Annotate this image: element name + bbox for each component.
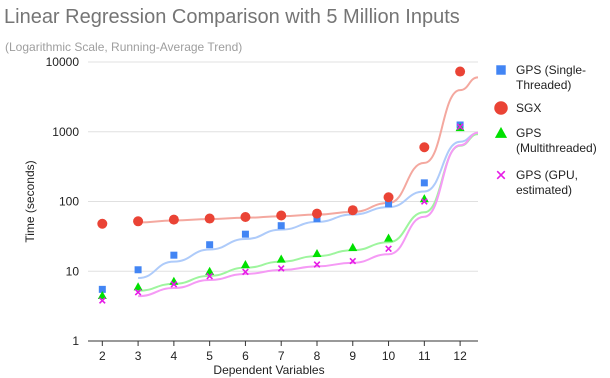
data-point (240, 259, 250, 269)
data-point (97, 218, 108, 229)
data-point (276, 254, 286, 263)
legend-label: GPS (Single- (516, 63, 586, 77)
x-tick-label: 12 (453, 349, 467, 363)
data-point (277, 222, 285, 230)
data-point (347, 205, 358, 216)
data-point (385, 245, 392, 253)
data-points (97, 66, 466, 304)
trend-line (138, 76, 479, 224)
data-point (420, 198, 428, 205)
legend-label: GPS (GPU, (516, 168, 578, 182)
data-point (419, 142, 430, 153)
y-tick-label: 10 (66, 264, 80, 278)
trend-lines (138, 76, 479, 298)
data-point (134, 288, 142, 296)
y-tick-label: 10000 (46, 55, 80, 69)
legend-marker (494, 101, 508, 115)
grid-lines (88, 61, 478, 272)
data-point (241, 230, 249, 238)
data-point (204, 213, 215, 224)
tick-labels: 1 10 100 1000 10000 2 3 4 5 6 7 8 9 10 11 12 (46, 55, 467, 363)
data-point (383, 192, 394, 203)
data-point (133, 216, 144, 227)
data-point (133, 282, 143, 291)
data-point (97, 290, 107, 300)
data-point (385, 200, 393, 208)
legend: GPS (Single-Threaded) SGX GPS(Multithreade… (494, 63, 597, 197)
x-axis-title: Dependent Variables (213, 363, 324, 377)
data-point (456, 123, 464, 131)
x-tick-label: 4 (171, 349, 178, 363)
chart-subtitle: (Logarithmic Scale, Running-Average Tren… (5, 40, 243, 54)
y-axis-title: Time (seconds) (23, 160, 37, 242)
x-tick-label: 10 (382, 349, 396, 363)
data-point (455, 66, 466, 77)
legend-label: (Multithreaded) (516, 141, 597, 155)
legend-marker (496, 170, 506, 180)
x-tick-label: 2 (99, 349, 106, 363)
legend-marker (496, 65, 506, 75)
data-point (313, 261, 321, 268)
data-point (242, 268, 249, 276)
data-point (170, 251, 178, 259)
x-tick-label: 3 (135, 349, 142, 363)
data-point (134, 266, 142, 274)
x-tick-label: 11 (418, 349, 431, 363)
legend-label: Threaded) (516, 78, 571, 92)
data-point (170, 280, 178, 288)
data-point (312, 248, 322, 258)
x-tick-label: 8 (314, 349, 321, 363)
y-tick-label: 100 (59, 195, 79, 209)
data-point (384, 233, 394, 242)
data-point (348, 242, 358, 251)
chart-title: Linear Regression Comparison with 5 Mill… (4, 6, 460, 28)
data-point (311, 208, 322, 219)
data-point (206, 241, 214, 249)
legend-label: estimated) (516, 183, 572, 197)
y-tick-label: 1 (72, 334, 79, 348)
data-point (420, 179, 428, 187)
data-point (98, 285, 106, 293)
legend-marker (494, 126, 508, 138)
x-tick-label: 9 (349, 349, 356, 363)
data-point (98, 297, 106, 304)
x-tick-label: 6 (242, 349, 249, 363)
data-point (349, 257, 357, 265)
axes (88, 340, 478, 346)
x-tick-label: 5 (206, 349, 213, 363)
legend-label: GPS (516, 126, 541, 140)
data-point (276, 210, 287, 221)
data-point (168, 214, 179, 225)
data-point (206, 272, 214, 280)
y-tick-label: 1000 (52, 125, 79, 139)
trend-line (138, 131, 479, 298)
legend-label: SGX (516, 101, 541, 115)
data-point (240, 211, 251, 222)
data-point (277, 264, 285, 272)
x-tick-label: 7 (278, 349, 285, 363)
